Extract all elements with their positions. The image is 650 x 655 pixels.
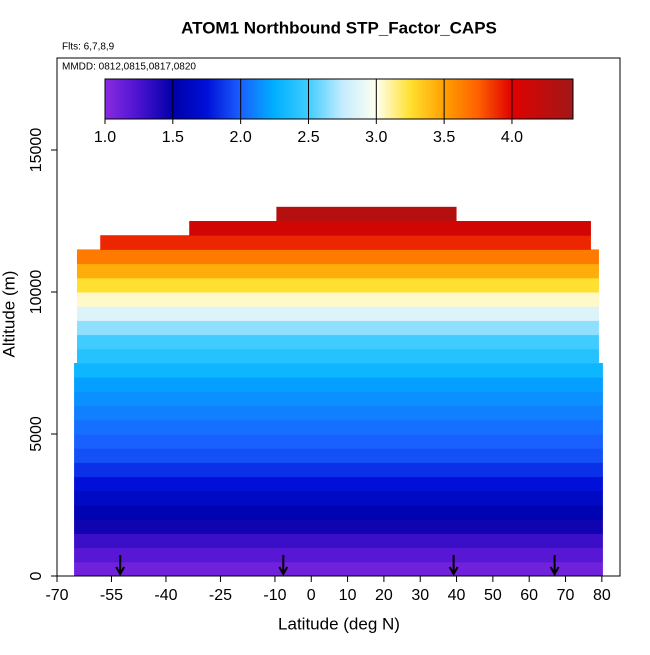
colorbar-tick-label: 1.0 <box>94 129 116 146</box>
cell <box>74 391 603 407</box>
cell <box>76 348 599 364</box>
cell <box>76 320 599 336</box>
chart-title: ATOM1 Northbound STP_Factor_CAPS <box>181 18 497 37</box>
x-tick-label: -40 <box>154 587 177 604</box>
cell <box>74 490 603 506</box>
cell <box>74 448 603 463</box>
cell <box>74 476 603 492</box>
cell <box>74 434 603 449</box>
y-tick-label: 10000 <box>28 270 45 315</box>
cell <box>76 334 599 350</box>
annotation: MMDD: 0812,0815,0817,0820 <box>62 62 196 73</box>
y-tick-label: 5000 <box>28 416 45 452</box>
subtitle: Flts: 6,7,8,9 <box>62 42 115 53</box>
cell <box>76 249 599 265</box>
x-tick-label: 70 <box>557 587 575 604</box>
x-tick-label: -25 <box>209 587 232 604</box>
cell <box>76 306 599 321</box>
x-tick-label: 40 <box>448 587 466 604</box>
cell <box>74 377 603 392</box>
y-tick-label: 0 <box>28 571 45 580</box>
x-axis-label: Latitude (deg N) <box>278 614 400 633</box>
x-tick-label: -10 <box>263 587 286 604</box>
colorbar-tick-label: 1.5 <box>162 129 184 146</box>
x-tick-label: 10 <box>339 587 357 604</box>
plot-frame <box>56 57 621 577</box>
cell <box>276 206 457 222</box>
arrow <box>115 555 126 577</box>
x-tick-label: 30 <box>411 587 429 604</box>
cell <box>74 419 603 435</box>
cell <box>100 235 591 250</box>
cell <box>74 363 603 378</box>
x-tick-label: 50 <box>484 587 502 604</box>
colorbar <box>104 78 574 120</box>
cell <box>76 263 599 279</box>
cell <box>74 405 603 421</box>
y-axis-label: Altitude (m) <box>0 271 18 358</box>
colorbar-tick-label: 3.5 <box>433 129 455 146</box>
cell <box>76 292 599 307</box>
cell <box>74 519 603 534</box>
x-tick-label: 0 <box>307 587 316 604</box>
arrow <box>448 555 459 577</box>
x-tick-label: -70 <box>45 587 68 604</box>
colorbar-tick-label: 2.5 <box>297 129 319 146</box>
cell <box>76 277 599 293</box>
x-tick-label: -55 <box>100 587 123 604</box>
cell <box>74 547 603 563</box>
colorbar-tick-label: 2.0 <box>230 129 252 146</box>
colorbar-tick-label: 3.0 <box>365 129 387 146</box>
cell <box>74 561 603 577</box>
cell <box>74 505 603 520</box>
colorbar-tick-label: 4.0 <box>501 129 523 146</box>
arrow <box>549 555 560 577</box>
cell <box>189 221 591 236</box>
arrow <box>278 555 289 577</box>
cell <box>74 462 603 478</box>
x-tick-label: 80 <box>593 587 611 604</box>
y-tick-label: 15000 <box>28 128 45 173</box>
x-tick-label: 60 <box>520 587 538 604</box>
cell <box>74 533 603 549</box>
x-tick-label: 20 <box>375 587 393 604</box>
